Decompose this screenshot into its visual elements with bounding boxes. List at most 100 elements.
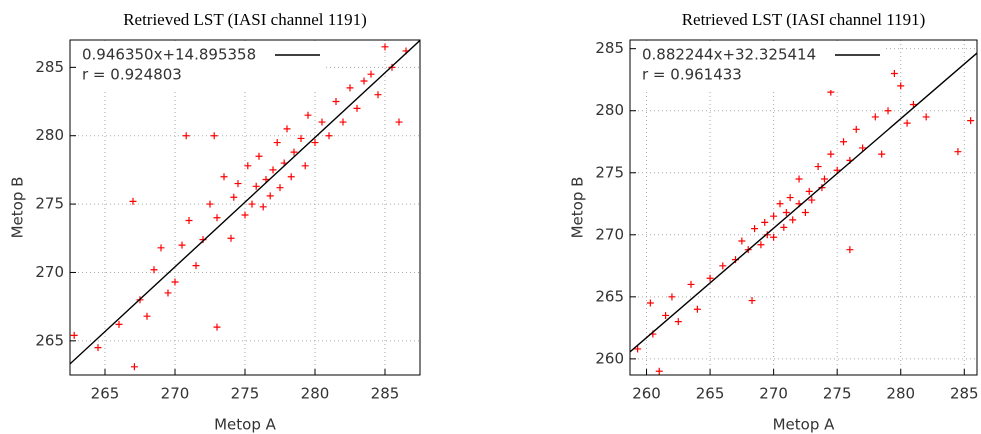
x-tick-label: 270 [759,385,788,403]
point [922,113,930,121]
plot-frame [629,39,978,376]
point [693,305,701,313]
point [757,241,765,249]
point [374,91,382,99]
point [255,152,263,160]
point [646,299,654,307]
point [852,125,860,133]
x-tick-label: 265 [696,385,725,403]
y-tick-label: 275 [35,195,64,213]
point [70,331,78,339]
point [213,214,221,222]
point [770,212,778,220]
x-tick-label: 280 [886,385,915,403]
point [674,318,682,326]
point [192,262,200,270]
chart: Retrieved LST (IASI channel 1191) Metop A… [9,10,421,434]
chart: Retrieved LST (IASI channel 1191) Metop A… [569,10,979,434]
annotation: r = 0.924803 [82,66,182,84]
x-tick-label: 275 [231,385,260,403]
point [388,63,396,71]
point [801,208,809,216]
point [795,175,803,183]
point [273,139,281,147]
y-axis-label: Metop B [569,177,587,239]
point [662,311,670,319]
point [206,200,214,208]
point [94,344,102,352]
y-axis-label: Metop B [9,177,27,239]
point [840,138,848,146]
x-tick-label: 285 [371,385,400,403]
point [751,225,759,233]
legend-box [636,44,886,90]
point [325,132,333,140]
plot-frame [69,39,421,376]
point [210,132,218,140]
point [820,175,828,183]
legend-label: 0.882244x+32.325414 [642,46,816,64]
point [287,173,295,181]
point [297,134,305,142]
point [967,117,975,125]
point [266,192,274,200]
point [130,363,138,371]
x-tick-label: 275 [823,385,852,403]
point [808,196,816,204]
annotation: r = 0.961433 [642,66,742,84]
point [897,82,905,90]
point [846,246,854,254]
point [276,184,284,192]
point [748,297,756,305]
point [668,293,676,301]
chart-title: Retrieved LST (IASI channel 1191) [123,10,367,29]
fit-line [70,40,420,365]
point [252,182,260,190]
point [311,139,319,147]
point [761,218,769,226]
legend-box [76,44,326,90]
point [890,70,898,77]
point [301,162,309,170]
point [234,180,242,188]
point [241,211,249,219]
x-tick-label: 260 [632,385,661,403]
point [248,200,256,208]
point [884,107,892,115]
point [143,312,151,320]
point [150,266,158,274]
x-tick-label: 285 [950,385,979,403]
point [789,216,797,224]
point [738,237,746,245]
point [353,104,361,112]
point [182,132,190,140]
point [304,111,312,119]
point [346,84,354,92]
point [185,216,193,224]
point [687,280,695,288]
point [171,278,179,286]
point [381,43,389,51]
x-tick-label: 270 [161,385,190,403]
y-tick-label: 285 [595,39,624,57]
plot [70,40,420,371]
point [706,274,714,282]
point [655,367,663,375]
point [770,233,778,241]
point [818,184,826,192]
point [719,262,727,270]
y-tick-label: 270 [595,225,624,243]
point [782,208,790,216]
plot [630,52,977,375]
y-tick-label: 280 [35,126,64,144]
point [395,118,403,126]
point [871,113,879,121]
point [283,125,291,133]
point [776,200,784,208]
point [909,101,917,109]
point [269,166,277,174]
point [367,70,375,78]
point [259,203,267,211]
point [157,244,165,252]
